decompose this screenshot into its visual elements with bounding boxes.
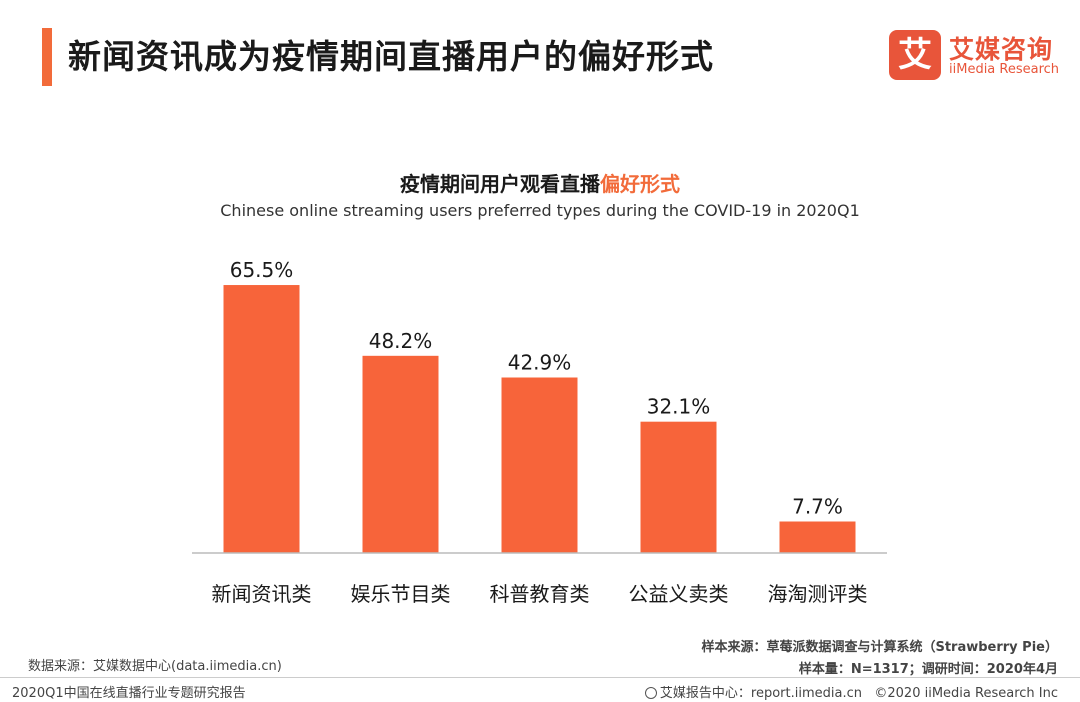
bar-1 [223,285,300,553]
page-title: 新闻资讯成为疫情期间直播用户的偏好形式 [68,37,714,76]
logo-chinese-name: 艾媒咨询 [949,35,1054,64]
bar-5 [779,521,856,553]
title-accent-bar [42,28,52,86]
category-label-3: 科普教育类 [490,582,590,606]
category-label-1: 新闻资讯类 [212,582,312,606]
bar-3 [501,377,578,553]
data-source: 数据来源：艾媒数据中心(data.iimedia.cn) [28,659,282,674]
chart-title: 疫情期间用户观看直播偏好形式 [0,168,1080,197]
data-label-1: 65.5% [230,258,294,282]
copyright: ©2020 iiMedia Research Inc [874,686,1058,701]
report-center: 艾媒报告中心：report.iimedia.cn [659,686,862,701]
iimedia-logo: 艾 艾媒咨询 iiMedia Research [889,30,1064,84]
chart-title-highlight: 偏好形式 [600,172,680,196]
category-label-5: 海淘测评类 [768,582,868,606]
bar-4 [640,421,717,553]
sample-size: 样本量：N=1317；调研时间：2020年4月 [798,662,1058,677]
category-label-4: 公益义卖类 [629,582,729,606]
footer-divider [0,677,1080,678]
logo-mark: 艾 [889,30,941,80]
bar-2 [362,355,439,553]
sample-source: 样本来源：草莓派数据调查与计算系统（Strawberry Pie） [701,640,1058,655]
report-name: 2020Q1中国在线直播行业专题研究报告 [12,686,246,701]
data-label-2: 48.2% [369,329,433,353]
category-label-2: 娱乐节目类 [351,582,451,606]
data-label-5: 7.7% [792,495,843,519]
chart-subtitle: Chinese online streaming users preferred… [220,201,860,220]
globe-icon [644,687,657,699]
logo-english-name: iiMedia Research [949,62,1060,77]
data-label-4: 32.1% [647,395,711,419]
chart-title-main: 疫情期间用户观看直播 [400,172,600,196]
data-label-3: 42.9% [508,351,572,375]
footer-credits: 艾媒报告中心：report.iimedia.cn ©2020 iiMedia R… [644,682,1058,701]
